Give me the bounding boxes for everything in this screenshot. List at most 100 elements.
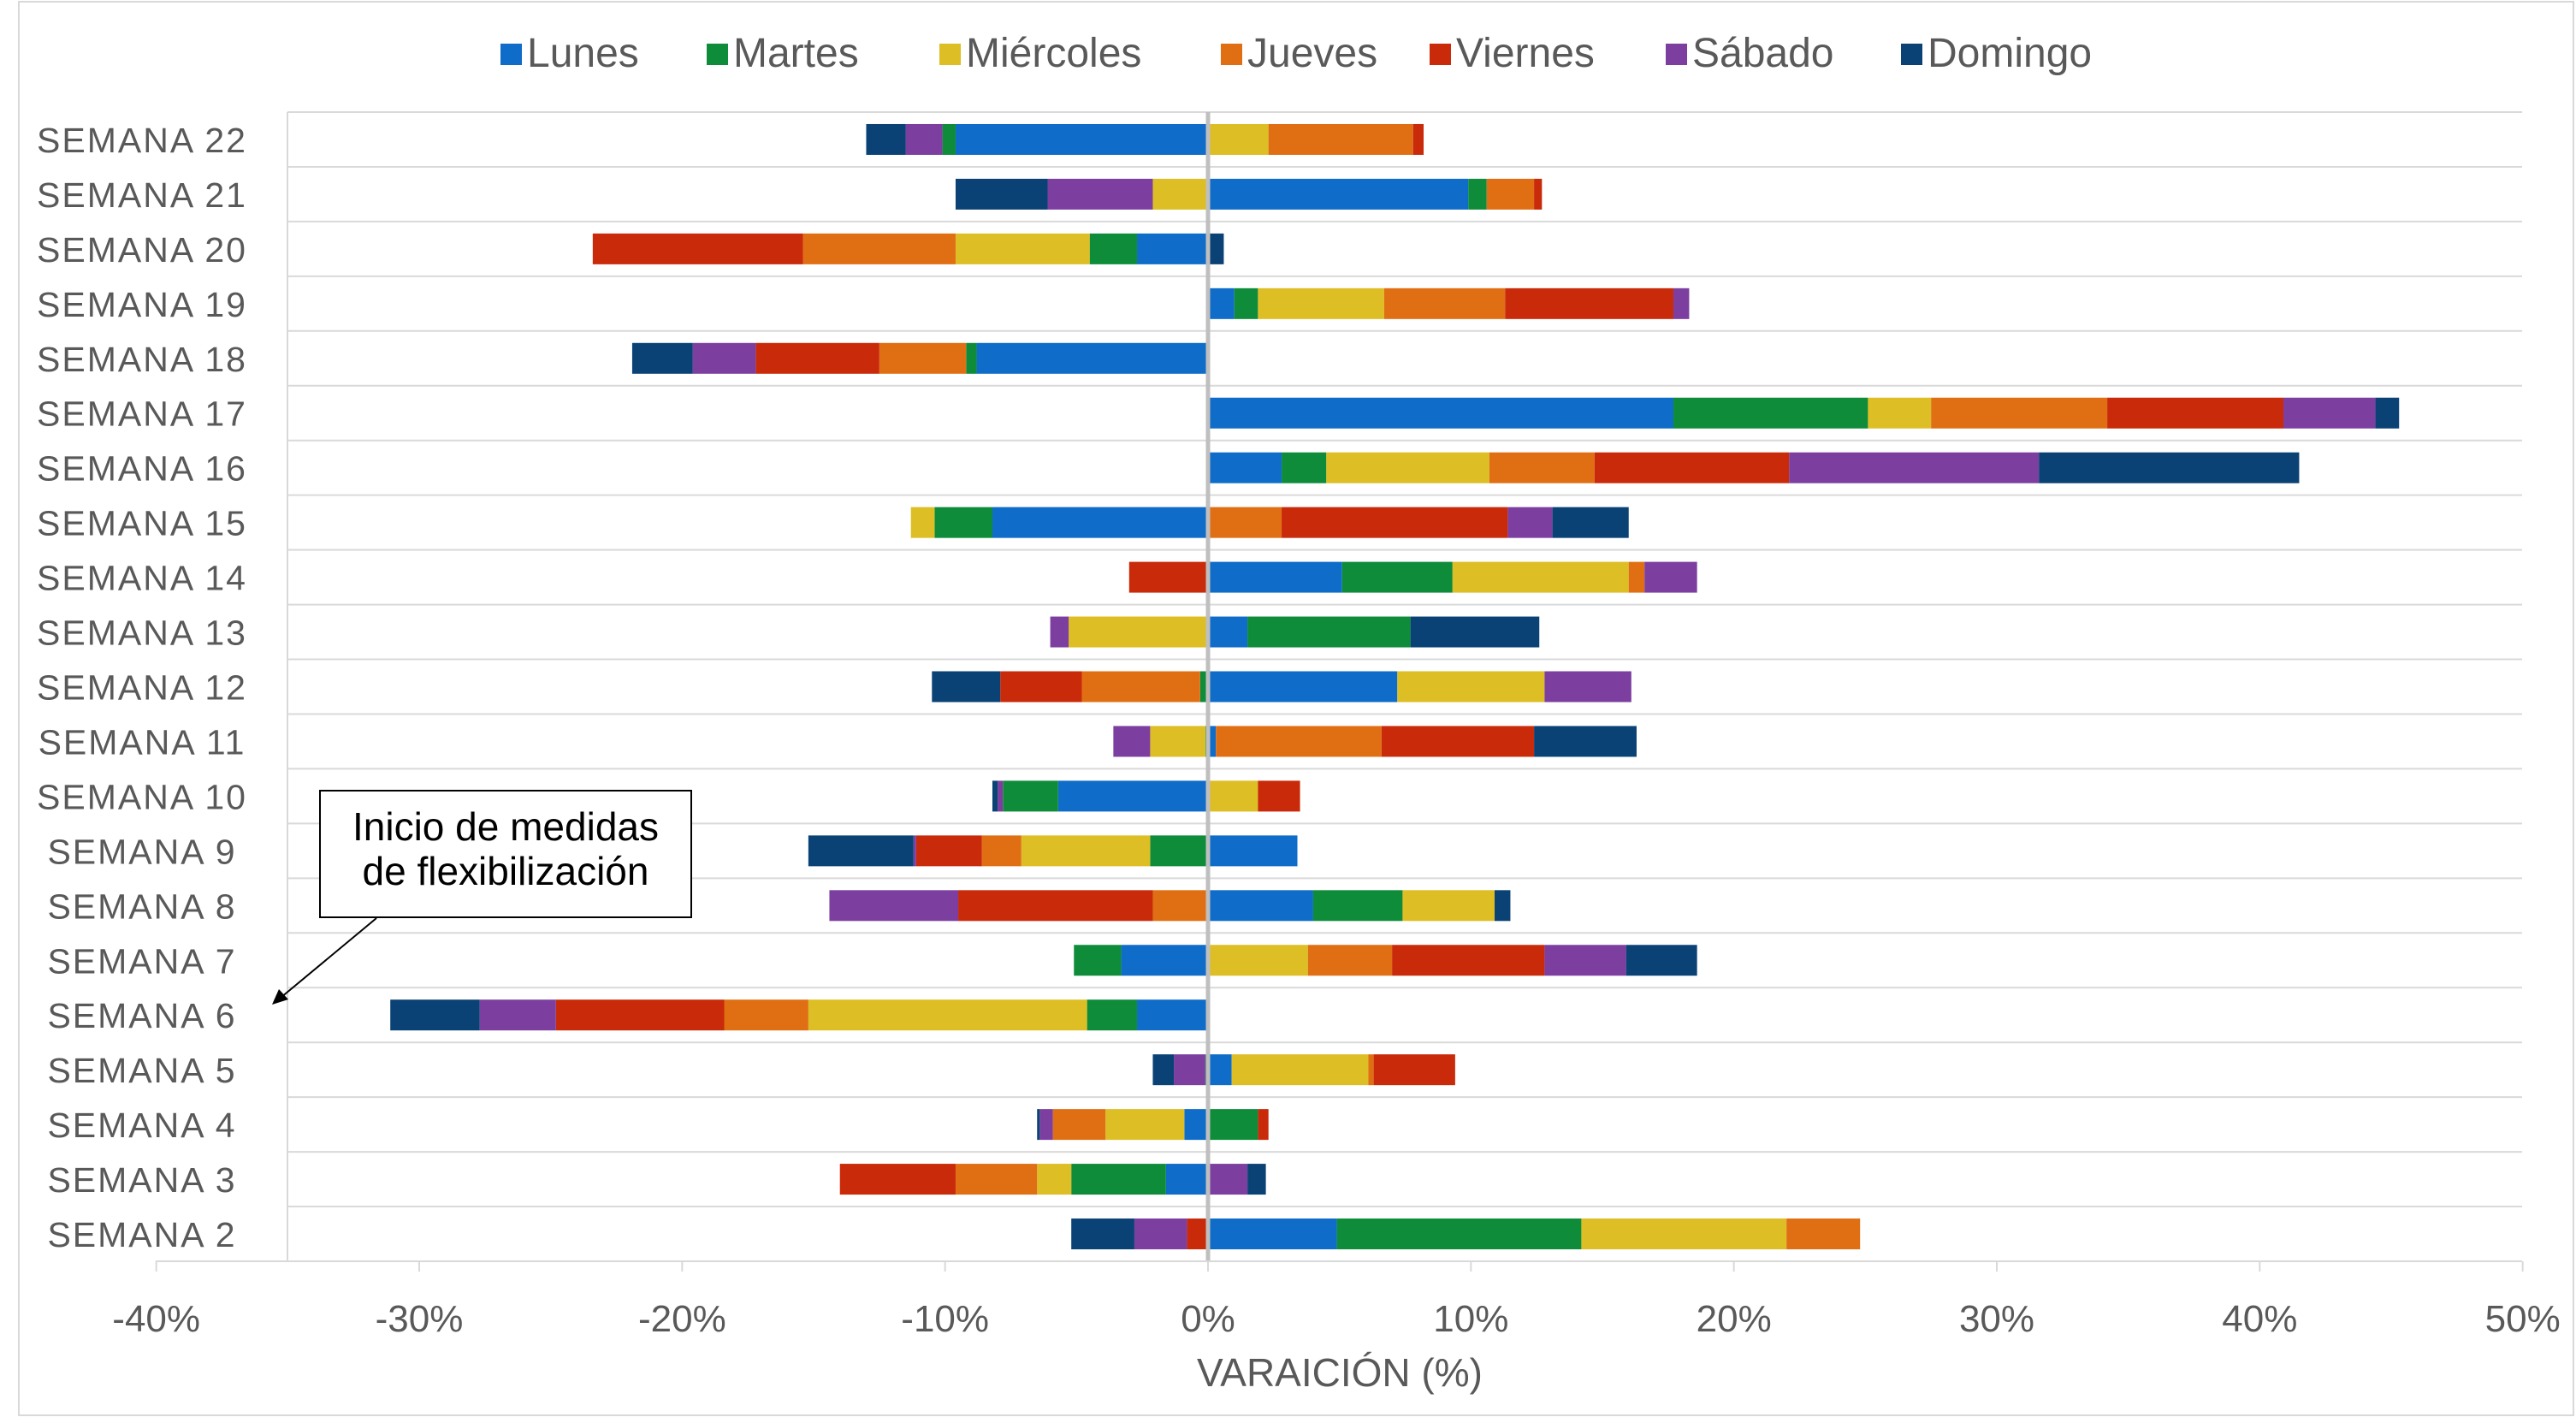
category-label: SEMANA 10 xyxy=(37,777,247,816)
legend-label: Jueves xyxy=(1247,31,1377,76)
axes: -40% -30% -20% -10% 0% 10% 20% 30% 40% 50% VARAICI… xyxy=(37,112,2561,1395)
bar-segment xyxy=(1234,288,1258,319)
bar-segment xyxy=(802,233,956,264)
bar-segment xyxy=(1312,890,1403,922)
bar-segment xyxy=(1507,507,1553,538)
bar-segment xyxy=(1412,123,1424,155)
bar-segment xyxy=(1208,561,1342,593)
x-tick-label: -20% xyxy=(638,1298,726,1340)
bar-segment xyxy=(1208,835,1298,867)
bar-segment xyxy=(1336,1218,1582,1250)
category-label: SEMANA 15 xyxy=(37,504,247,543)
x-tick-label: 0% xyxy=(1181,1298,1235,1340)
bar-segment xyxy=(1628,561,1645,593)
bar-segment xyxy=(1208,288,1235,319)
bar-segment xyxy=(1165,1164,1208,1195)
bar-segment xyxy=(1199,671,1208,703)
legend-label: Martes xyxy=(733,31,859,76)
legend: Lunes Martes Miércoles Jueves Viernes Sábado D… xyxy=(500,31,2092,76)
bar-segment xyxy=(1489,452,1595,483)
bar-segment xyxy=(1069,616,1208,648)
chart-border xyxy=(18,1,2574,1416)
bar-segment xyxy=(1341,561,1453,593)
bar-segment xyxy=(2375,397,2400,429)
bar-segment xyxy=(1505,288,1673,319)
bar-segment xyxy=(1150,835,1208,867)
bar-segment xyxy=(1174,1054,1205,1086)
legend-swatch xyxy=(707,44,728,65)
bar-segment xyxy=(1208,507,1282,538)
category-label: SEMANA 22 xyxy=(37,121,247,160)
bar-segment xyxy=(1137,233,1208,264)
bar-segment xyxy=(1373,1054,1455,1086)
bar-segment xyxy=(631,342,693,374)
bar-segment xyxy=(1231,1054,1369,1086)
bar-segment xyxy=(1544,671,1631,703)
legend-label: Lunes xyxy=(527,31,639,76)
category-label: SEMANA 8 xyxy=(47,886,236,926)
annotation-text: de flexibilización xyxy=(363,849,649,893)
bar-segment xyxy=(1534,178,1543,210)
bar-segment xyxy=(1486,178,1535,210)
bar-segment xyxy=(1152,890,1208,922)
bar-segment xyxy=(1208,1164,1248,1195)
bar-segment xyxy=(1208,233,1224,264)
bar-segment xyxy=(915,835,982,867)
bar-segment xyxy=(1282,452,1327,483)
bar-segment xyxy=(1037,1109,1040,1141)
bar-segment xyxy=(1452,561,1629,593)
bar-segment xyxy=(1402,890,1495,922)
bar-segment xyxy=(1581,1218,1787,1250)
category-label: SEMANA 4 xyxy=(47,1106,236,1145)
bar-segment xyxy=(1208,397,1673,429)
bar-segment xyxy=(1392,945,1545,976)
bar-segment xyxy=(913,835,916,867)
bar-segment xyxy=(1368,1054,1374,1086)
bar-segment xyxy=(1534,726,1637,757)
category-label: SEMANA 20 xyxy=(37,230,247,270)
annotation-arrow-head xyxy=(272,989,288,1005)
bar-segment xyxy=(1383,288,1506,319)
category-label: SEMANA 17 xyxy=(37,394,247,434)
bar-segment xyxy=(1208,671,1398,703)
bar-segment xyxy=(1050,616,1069,648)
bar-segment xyxy=(1000,671,1082,703)
bar-segment xyxy=(1208,890,1313,922)
x-axis-title: VARAICIÓN (%) xyxy=(1197,1350,1483,1395)
bar-segment xyxy=(1039,1109,1053,1141)
bar-segment xyxy=(1003,780,1058,812)
bar-segment xyxy=(692,342,756,374)
bar-segment xyxy=(998,780,1004,812)
bar-segment xyxy=(724,999,808,1031)
bar-segment xyxy=(1494,890,1511,922)
bar-segment xyxy=(905,123,943,155)
bar-segment xyxy=(866,123,906,155)
bar-segment xyxy=(955,123,1208,155)
bar-segment xyxy=(1184,1109,1208,1141)
x-tick-label: 40% xyxy=(2222,1298,2297,1340)
bar-segment xyxy=(1789,452,2040,483)
bar-segment xyxy=(1247,616,1411,648)
bar-segment xyxy=(1868,397,1932,429)
bar-segment xyxy=(1626,945,1697,976)
bar-segment xyxy=(1208,1054,1232,1086)
bar-segment xyxy=(1071,1164,1166,1195)
x-tick-label: -10% xyxy=(901,1298,989,1340)
bar-segment xyxy=(1150,726,1205,757)
bar-segment xyxy=(992,507,1208,538)
bar-segment xyxy=(1307,945,1393,976)
bar-segment xyxy=(955,233,1090,264)
legend-swatch xyxy=(1430,44,1451,65)
bar-segment xyxy=(1187,1218,1208,1250)
bar-segment xyxy=(1326,452,1489,483)
bar-segment xyxy=(1644,561,1697,593)
bar-segment xyxy=(1208,452,1282,483)
bar-segment xyxy=(1134,1218,1187,1250)
legend-swatch xyxy=(500,44,522,65)
bar-segment xyxy=(942,123,956,155)
bar-segment xyxy=(910,507,935,538)
bar-segment xyxy=(1152,1054,1175,1086)
bar-segment xyxy=(1468,178,1487,210)
